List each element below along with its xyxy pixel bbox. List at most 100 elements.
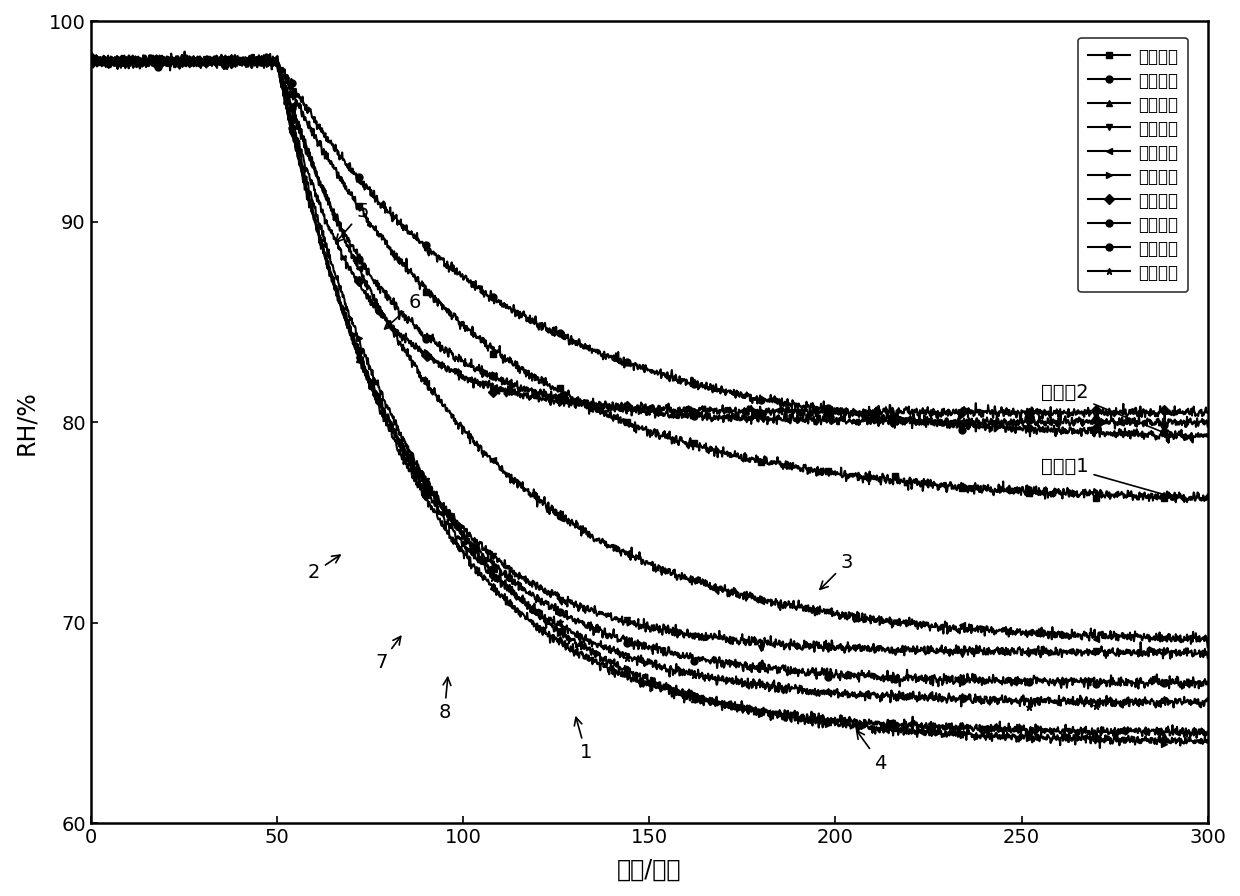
实施例七 (963, 674, 978, 685)
实施例七 (1200, 679, 1215, 690)
实施例一 (140, 56, 155, 67)
实施例七 (1174, 684, 1189, 694)
对比例二 (598, 349, 613, 360)
实施例五 (1157, 414, 1172, 425)
实施例一 (627, 674, 642, 685)
实施例三 (1200, 642, 1215, 652)
Text: 2: 2 (308, 556, 340, 582)
实施例四 (1200, 735, 1215, 745)
实施例八 (83, 53, 98, 64)
实施例五 (1169, 406, 1184, 417)
实施例一 (1200, 726, 1215, 737)
实施例六 (140, 56, 155, 67)
Line: 实施例六: 实施例六 (87, 52, 1211, 432)
实施例二 (1200, 652, 1215, 663)
实施例八 (257, 49, 272, 60)
实施例八 (627, 651, 642, 662)
实施例四 (1092, 743, 1107, 754)
Line: 实施例四: 实施例四 (87, 52, 1211, 752)
对比例二 (963, 418, 978, 429)
对比例二 (1168, 429, 1183, 440)
实施例二 (1168, 644, 1183, 655)
Line: 实施例二: 实施例二 (87, 51, 1211, 662)
实施例五 (598, 399, 613, 409)
Text: 8: 8 (438, 677, 451, 722)
实施例一 (598, 661, 613, 672)
实施例八 (1200, 693, 1215, 703)
实施例三 (627, 552, 642, 563)
实施例四 (83, 56, 98, 67)
Text: 对比例2: 对比例2 (1040, 383, 1173, 437)
实施例五 (140, 56, 155, 66)
实施例一 (963, 722, 978, 733)
实施例一 (83, 52, 98, 63)
实施例五 (963, 409, 978, 419)
实施例八 (140, 58, 155, 69)
实施例四 (963, 728, 978, 739)
实施例三 (1168, 629, 1183, 640)
Line: 实施例五: 实施例五 (87, 51, 1211, 423)
实施例二 (963, 647, 978, 658)
实施例四 (224, 49, 239, 60)
实施例一 (1168, 728, 1183, 738)
实施例六 (1169, 416, 1184, 426)
实施例七 (598, 623, 613, 633)
Line: 实施例三: 实施例三 (87, 52, 1211, 650)
实施例六 (175, 50, 190, 61)
对比例一 (259, 48, 274, 59)
实施例八 (598, 643, 613, 654)
实施例七 (100, 50, 115, 61)
Text: 1: 1 (574, 718, 591, 762)
Legend: 对比例一, 对比例二, 实施例一, 实施例二, 实施例三, 实施例四, 实施例五, 实施例六, 实施例七, 实施例八: 对比例一, 对比例二, 实施例一, 实施例二, 实施例三, 实施例四, 实施例五… (1078, 38, 1188, 292)
实施例三 (598, 538, 613, 548)
实施例六 (1107, 423, 1122, 434)
Line: 实施例一: 实施例一 (87, 51, 1211, 741)
对比例二 (140, 59, 155, 70)
实施例三 (83, 55, 98, 65)
对比例二 (1169, 433, 1184, 444)
实施例七 (141, 56, 156, 66)
实施例八 (1115, 702, 1130, 713)
Line: 实施例七: 实施例七 (87, 52, 1211, 693)
Text: 6: 6 (384, 292, 420, 329)
Text: 3: 3 (820, 553, 853, 590)
实施例六 (598, 401, 613, 411)
Line: 实施例八: 实施例八 (87, 52, 1211, 711)
对比例一 (83, 52, 98, 63)
实施例一 (1168, 724, 1183, 735)
对比例二 (1200, 429, 1215, 440)
实施例五 (1200, 408, 1215, 418)
对比例一 (140, 56, 155, 66)
实施例七 (1168, 674, 1183, 685)
对比例一 (963, 483, 978, 494)
实施例二 (627, 616, 642, 626)
实施例六 (83, 56, 98, 66)
实施例六 (963, 418, 978, 429)
Text: 对比例1: 对比例1 (1040, 457, 1173, 499)
实施例三 (963, 619, 978, 630)
实施例一 (215, 49, 229, 60)
实施例五 (1168, 409, 1183, 420)
实施例四 (1169, 737, 1184, 747)
对比例一 (598, 406, 613, 417)
实施例四 (140, 56, 155, 66)
实施例七 (83, 56, 98, 67)
对比例二 (627, 358, 642, 369)
Line: 对比例一: 对比例一 (87, 51, 1211, 505)
实施例二 (244, 49, 259, 60)
实施例二 (83, 56, 98, 66)
Line: 对比例二: 对比例二 (87, 48, 1211, 446)
实施例一 (1189, 732, 1204, 743)
Y-axis label: RH/%: RH/% (14, 390, 38, 454)
Text: 7: 7 (374, 636, 401, 672)
实施例二 (1163, 653, 1178, 664)
实施例四 (627, 669, 642, 680)
实施例五 (83, 52, 98, 63)
实施例六 (627, 404, 642, 415)
对比例一 (1200, 489, 1215, 500)
实施例三 (1168, 633, 1183, 644)
实施例二 (1169, 650, 1184, 661)
对比例二 (177, 47, 192, 57)
实施例四 (1168, 738, 1183, 749)
Text: 4: 4 (857, 731, 887, 772)
